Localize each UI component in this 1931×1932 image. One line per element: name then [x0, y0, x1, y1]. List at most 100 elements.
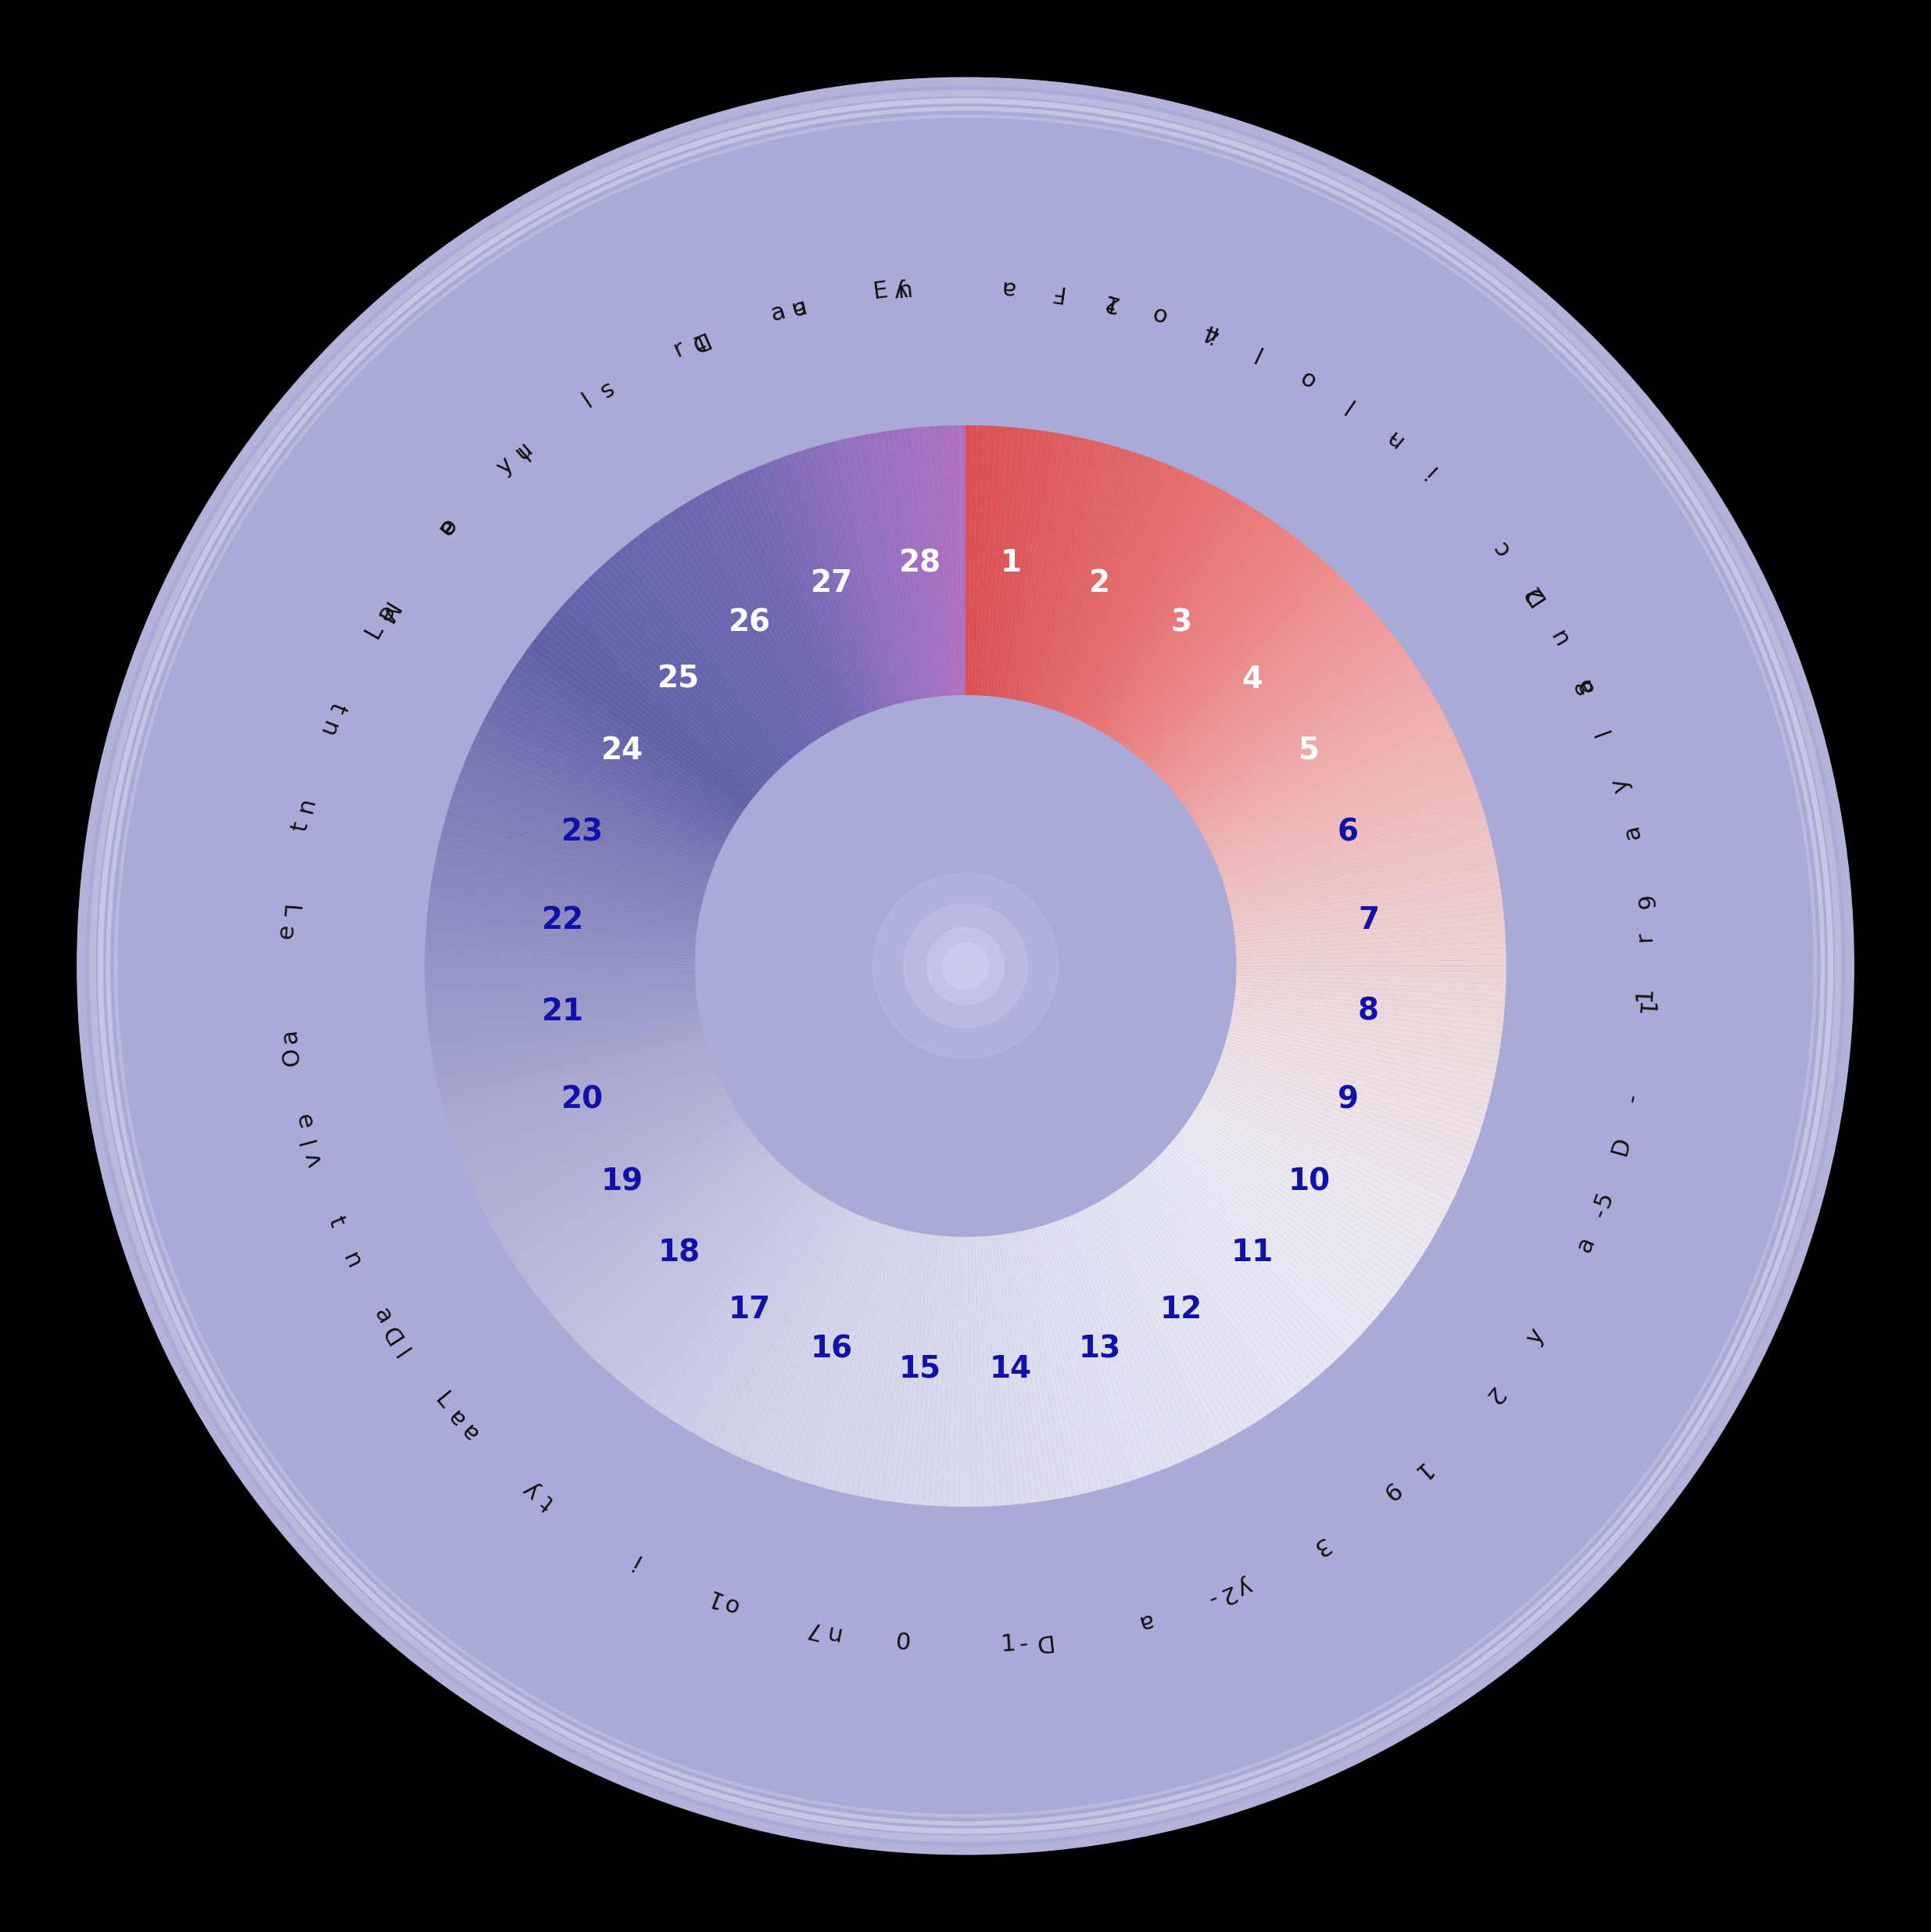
Wedge shape	[1168, 611, 1377, 790]
Wedge shape	[653, 522, 811, 746]
Wedge shape	[1217, 765, 1469, 867]
Wedge shape	[770, 460, 871, 715]
Text: l: l	[1591, 724, 1614, 738]
Circle shape	[942, 943, 989, 989]
Wedge shape	[1234, 900, 1502, 935]
Wedge shape	[1137, 547, 1311, 759]
Wedge shape	[1180, 638, 1400, 804]
Text: a: a	[369, 1304, 396, 1327]
Wedge shape	[521, 653, 745, 811]
Wedge shape	[1182, 643, 1404, 808]
Wedge shape	[1049, 452, 1139, 709]
Wedge shape	[1112, 512, 1263, 740]
Text: 12: 12	[1161, 1294, 1203, 1323]
Wedge shape	[1193, 1109, 1423, 1260]
Wedge shape	[550, 614, 761, 792]
Wedge shape	[427, 991, 697, 1020]
Wedge shape	[628, 1177, 799, 1393]
Wedge shape	[714, 1206, 842, 1447]
Wedge shape	[434, 858, 701, 914]
Text: l: l	[1338, 392, 1357, 415]
Text: 4: 4	[1242, 665, 1263, 694]
Wedge shape	[429, 893, 697, 933]
Wedge shape	[450, 1047, 709, 1132]
Text: 24: 24	[601, 736, 643, 765]
Wedge shape	[485, 1090, 726, 1217]
Text: 14: 14	[991, 1354, 1031, 1383]
Text: u: u	[292, 798, 317, 817]
Wedge shape	[971, 425, 983, 696]
Wedge shape	[1207, 726, 1452, 848]
Wedge shape	[714, 485, 842, 726]
Wedge shape	[1058, 458, 1155, 713]
Wedge shape	[489, 1094, 728, 1227]
Wedge shape	[1147, 566, 1334, 769]
Wedge shape	[485, 715, 726, 842]
Wedge shape	[1186, 653, 1410, 811]
Wedge shape	[1058, 1219, 1155, 1474]
Text: a: a	[456, 1418, 483, 1443]
Wedge shape	[460, 771, 713, 871]
Wedge shape	[1162, 1148, 1365, 1335]
Wedge shape	[1083, 479, 1205, 724]
Wedge shape	[1228, 835, 1491, 902]
Text: 19: 19	[601, 1167, 643, 1196]
Wedge shape	[1145, 562, 1330, 767]
Wedge shape	[1224, 1043, 1483, 1126]
Text: 11: 11	[1232, 1238, 1273, 1267]
Wedge shape	[543, 624, 757, 798]
Wedge shape	[852, 437, 911, 701]
Wedge shape	[1215, 753, 1466, 862]
Text: 2: 2	[1089, 568, 1110, 599]
Wedge shape	[469, 748, 718, 860]
Wedge shape	[1209, 1080, 1456, 1200]
Wedge shape	[425, 976, 695, 991]
Wedge shape	[875, 433, 923, 699]
Text: L: L	[361, 620, 388, 641]
Text: e: e	[371, 601, 398, 626]
Text: y: y	[1609, 775, 1634, 794]
Wedge shape	[948, 425, 960, 696]
Wedge shape	[512, 1113, 740, 1264]
Text: M: M	[371, 597, 400, 628]
Wedge shape	[1186, 1121, 1410, 1279]
Wedge shape	[782, 456, 877, 711]
Wedge shape	[444, 817, 705, 895]
Wedge shape	[709, 487, 840, 728]
Wedge shape	[1037, 1225, 1116, 1488]
Text: e: e	[433, 514, 460, 539]
Wedge shape	[846, 437, 908, 703]
Wedge shape	[892, 1235, 933, 1503]
Wedge shape	[1213, 748, 1462, 860]
Text: 26: 26	[728, 609, 770, 638]
Wedge shape	[502, 684, 736, 827]
Wedge shape	[809, 1225, 890, 1486]
Wedge shape	[869, 1233, 921, 1499]
Text: y: y	[1522, 1325, 1549, 1349]
Wedge shape	[1228, 1026, 1493, 1092]
Wedge shape	[1108, 1194, 1259, 1424]
Wedge shape	[1066, 1215, 1172, 1468]
Wedge shape	[998, 1235, 1039, 1503]
Wedge shape	[1226, 1032, 1491, 1103]
Wedge shape	[1020, 437, 1079, 701]
Wedge shape	[1151, 1161, 1338, 1360]
Wedge shape	[1176, 628, 1392, 800]
Wedge shape	[981, 1236, 1002, 1505]
Text: 2: 2	[1215, 1580, 1238, 1607]
Text: 27: 27	[811, 568, 854, 599]
Wedge shape	[465, 753, 716, 862]
Wedge shape	[747, 469, 859, 719]
Wedge shape	[1093, 1202, 1226, 1441]
Wedge shape	[998, 429, 1039, 697]
Wedge shape	[940, 1236, 956, 1507]
Wedge shape	[1070, 1215, 1178, 1466]
Wedge shape	[1230, 852, 1495, 912]
Wedge shape	[1064, 462, 1166, 715]
Wedge shape	[601, 562, 786, 767]
Wedge shape	[521, 1121, 745, 1279]
Wedge shape	[647, 526, 809, 748]
Text: 7: 7	[1357, 906, 1379, 935]
Wedge shape	[1023, 437, 1085, 703]
Wedge shape	[975, 425, 991, 696]
